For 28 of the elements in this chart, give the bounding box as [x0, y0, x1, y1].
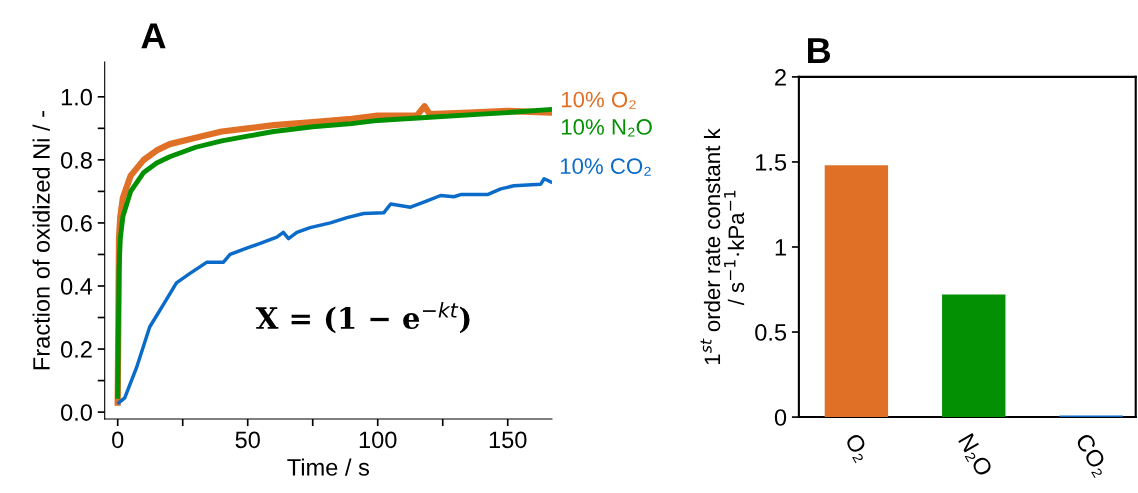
y-tick-label: 0: [774, 409, 787, 426]
y-tick-label: 0.4: [60, 278, 93, 295]
chart-title: B: [808, 38, 831, 64]
y-tick-label: 0.8: [60, 151, 92, 169]
x-tick-label: 100: [359, 431, 397, 449]
y-tick-label: 0.6: [60, 214, 92, 232]
x-axis-title: Time / s: [287, 458, 369, 476]
series-label: 10% CO₂: [560, 158, 651, 176]
chart-title: A: [141, 23, 166, 49]
y-axis-title: 1$^{st}$ order rate constant k / s$^{−1}$·kPa$^{−1}$: [700, 128, 745, 365]
series-label: 10% N₂O: [561, 119, 652, 137]
annotation: X = (1 − e$^{−kt}$): [255, 301, 470, 334]
x-tick-label: 50: [235, 431, 260, 449]
bar: [824, 165, 889, 418]
y-tick-label: 0.0: [60, 404, 92, 421]
y-tick-label: 1.0: [61, 88, 92, 106]
y-axis-title: Fraction of oxidized Ni / -: [32, 111, 50, 370]
series-label: 10% O₂: [561, 91, 636, 110]
y-tick-label: 1.5: [756, 154, 787, 171]
line-series: [117, 177, 552, 405]
x-tick-label: 150: [489, 431, 527, 449]
x-tick-label: O₂: [843, 432, 872, 464]
y-tick-label: 0.2: [60, 341, 92, 358]
x-tick-label: 0: [112, 431, 124, 449]
y-tick-label: 0.5: [755, 324, 787, 341]
bar: [942, 294, 1006, 418]
y-tick-label: 1: [775, 239, 786, 256]
y-tick-label: 2: [775, 68, 786, 86]
